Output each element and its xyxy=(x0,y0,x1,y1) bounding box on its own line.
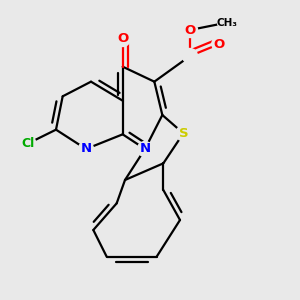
Circle shape xyxy=(212,37,227,52)
Circle shape xyxy=(137,142,152,157)
Text: O: O xyxy=(184,23,196,37)
Text: O: O xyxy=(117,32,128,46)
Text: S: S xyxy=(178,127,188,140)
Circle shape xyxy=(21,136,36,151)
Text: N: N xyxy=(80,142,92,155)
Circle shape xyxy=(218,14,236,32)
Text: O: O xyxy=(214,38,225,50)
Circle shape xyxy=(115,32,130,46)
Circle shape xyxy=(176,126,191,141)
Text: Cl: Cl xyxy=(22,137,35,150)
Circle shape xyxy=(182,49,197,64)
Circle shape xyxy=(79,142,94,157)
Text: CH₃: CH₃ xyxy=(216,18,237,28)
Circle shape xyxy=(182,22,197,38)
Text: N: N xyxy=(140,142,151,155)
